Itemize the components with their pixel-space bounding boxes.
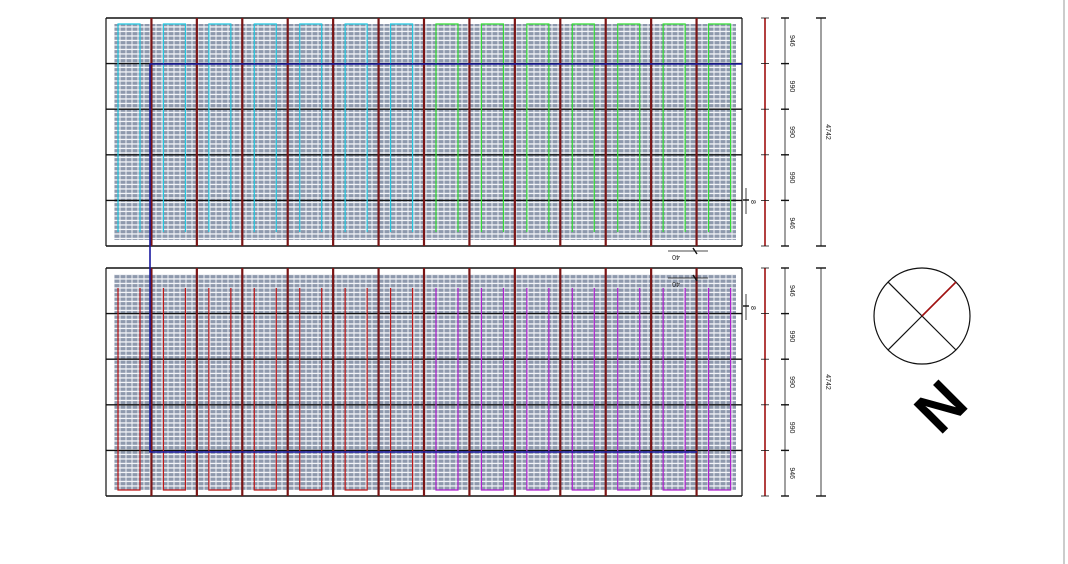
string-wire (253, 23, 277, 232)
row-dimension: 990 (788, 422, 795, 434)
string-wire (253, 288, 277, 491)
panel-array: 946 990 990 990 946 4742 8 40 (105, 17, 831, 260)
string-wire (526, 23, 550, 232)
trunk-cable (149, 63, 742, 453)
panel-array: 946 990 990 990 946 4742 8 40 (105, 267, 831, 497)
offset-dim-tick (692, 247, 698, 255)
string-wire (707, 23, 732, 232)
string-wire (117, 288, 141, 491)
string-wire (344, 288, 368, 491)
string-wire (162, 23, 187, 232)
string-wire (435, 23, 459, 232)
string-wire (662, 288, 686, 491)
string-wire (117, 23, 141, 232)
total-dimension: 4742 (824, 124, 831, 140)
string-wire (617, 288, 641, 491)
row-dimension: 990 (788, 126, 795, 138)
string-wire (662, 23, 686, 232)
string-wire (344, 23, 368, 232)
offset-dimension: 40 (672, 253, 680, 260)
compass: N (873, 267, 980, 446)
row-dimension: 946 (788, 217, 795, 229)
string-wire (299, 288, 323, 491)
string-wire (389, 288, 414, 491)
string-wire (526, 288, 550, 491)
string-wire (480, 288, 505, 491)
string-wire (208, 288, 232, 491)
row-dimension: 990 (788, 331, 795, 343)
gap-dimension: 8 (749, 200, 756, 204)
row-dimension: 946 (788, 467, 795, 479)
string-wire (162, 288, 187, 491)
string-wire (571, 288, 595, 491)
row-dimension: 946 (788, 285, 795, 297)
string-wire (571, 23, 595, 232)
string-wire (389, 23, 414, 232)
total-dimension: 4742 (824, 374, 831, 390)
string-wire (208, 23, 232, 232)
row-dimension: 990 (788, 81, 795, 93)
offset-dim-tick (692, 274, 698, 282)
string-wire (435, 288, 459, 491)
row-dimension: 990 (788, 172, 795, 184)
offset-dimension: 40 (672, 280, 680, 287)
row-dimension: 946 (788, 35, 795, 47)
string-wire (707, 288, 732, 491)
string-wire (480, 23, 505, 232)
string-wire (617, 23, 641, 232)
gap-dimension: 8 (749, 306, 756, 310)
north-label: N (902, 368, 980, 446)
string-wire (299, 23, 323, 232)
row-dimension: 990 (788, 376, 795, 388)
